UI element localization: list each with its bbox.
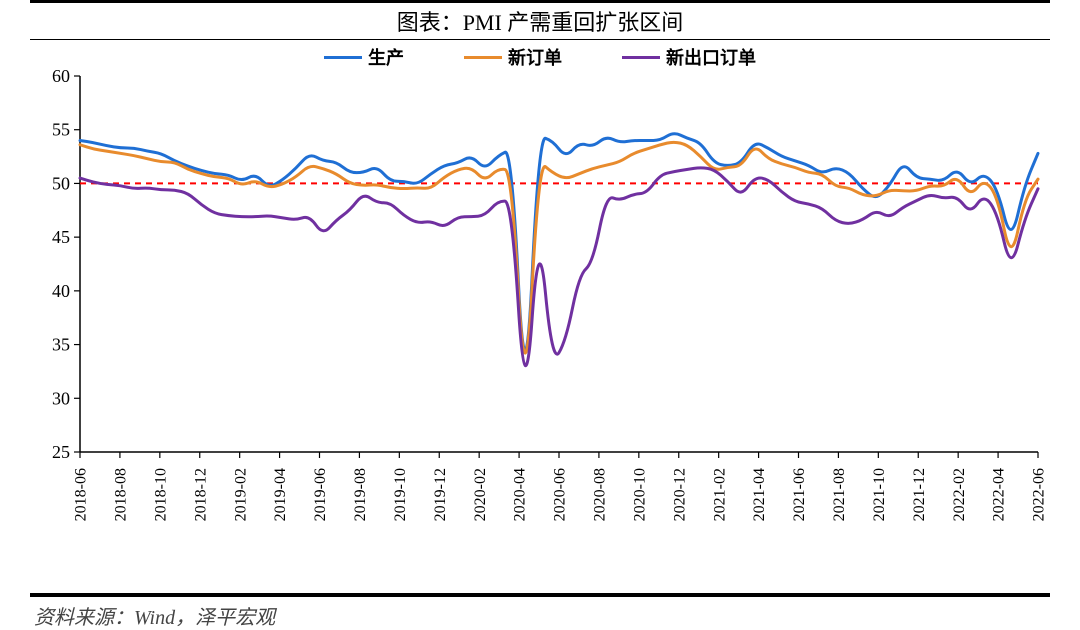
svg-text:55: 55 (52, 120, 70, 140)
svg-text:2019-06: 2019-06 (312, 468, 329, 521)
source-text: 资料来源：Wind，泽平宏观 (30, 597, 1050, 630)
svg-text:40: 40 (52, 281, 70, 301)
svg-text:2021-08: 2021-08 (831, 468, 848, 521)
svg-text:25: 25 (52, 442, 70, 462)
legend-item-production: 生产 (324, 44, 404, 70)
svg-text:2018-08: 2018-08 (113, 468, 130, 521)
svg-text:2019-10: 2019-10 (392, 468, 409, 521)
svg-text:2022-06: 2022-06 (1031, 468, 1048, 521)
svg-text:45: 45 (52, 227, 70, 247)
svg-text:2019-02: 2019-02 (232, 468, 249, 521)
chart-area: 25 30 35 40 45 50 55 60 2018-06 2018-08 2018-10 201… (30, 70, 1050, 593)
chart-title: 图表：PMI 产需重回扩张区间 (397, 10, 684, 35)
svg-text:2018-12: 2018-12 (192, 468, 209, 521)
svg-text:2018-06: 2018-06 (73, 468, 90, 521)
svg-text:2020-10: 2020-10 (631, 468, 648, 521)
svg-text:2021-02: 2021-02 (711, 468, 728, 521)
legend-label-neworders: 新订单 (508, 44, 562, 70)
svg-text:2019-08: 2019-08 (352, 468, 369, 521)
line-chart-svg: 25 30 35 40 45 50 55 60 2018-06 2018-08 2018-10 201… (30, 70, 1050, 540)
svg-text:2019-04: 2019-04 (272, 468, 289, 521)
svg-text:2019-12: 2019-12 (432, 468, 449, 521)
legend-label-production: 生产 (368, 44, 404, 70)
legend: 生产 新订单 新出口订单 (30, 40, 1050, 70)
svg-text:2020-06: 2020-06 (552, 468, 569, 521)
svg-text:2020-12: 2020-12 (671, 468, 688, 521)
chart-title-bar: 图表：PMI 产需重回扩张区间 (30, 0, 1050, 40)
legend-label-exportorders: 新出口订单 (666, 44, 756, 70)
legend-item-neworders: 新订单 (464, 44, 562, 70)
svg-text:2022-04: 2022-04 (991, 468, 1008, 521)
legend-swatch-neworders (464, 56, 502, 59)
svg-text:2020-04: 2020-04 (512, 468, 529, 521)
legend-item-exportorders: 新出口订单 (622, 44, 756, 70)
svg-text:2021-06: 2021-06 (791, 468, 808, 521)
legend-swatch-exportorders (622, 56, 660, 59)
svg-text:2020-02: 2020-02 (472, 468, 489, 521)
legend-swatch-production (324, 56, 362, 59)
svg-text:2018-10: 2018-10 (152, 468, 169, 521)
svg-text:60: 60 (52, 70, 70, 86)
svg-text:35: 35 (52, 335, 70, 355)
svg-text:2021-12: 2021-12 (911, 468, 928, 521)
svg-text:2020-08: 2020-08 (592, 468, 609, 521)
svg-text:2021-04: 2021-04 (751, 468, 768, 521)
svg-text:50: 50 (52, 173, 70, 193)
svg-text:2021-10: 2021-10 (871, 468, 888, 521)
svg-text:30: 30 (52, 388, 70, 408)
svg-text:2022-02: 2022-02 (951, 468, 968, 521)
